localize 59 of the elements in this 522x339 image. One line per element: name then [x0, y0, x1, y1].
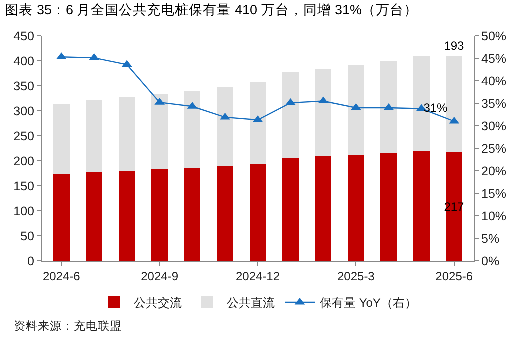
- bar: [217, 88, 234, 166]
- bar: [446, 56, 463, 152]
- y2-tick-label: 5%: [482, 232, 500, 246]
- bar: [348, 155, 364, 261]
- y2-tick-label: 35%: [482, 96, 507, 111]
- y-tick-label: 300: [14, 104, 35, 118]
- y-tick-label: 200: [14, 154, 35, 168]
- bar: [250, 164, 266, 261]
- bar: [152, 94, 168, 170]
- y-tick-label: 0: [28, 254, 35, 268]
- x-tick-label: 2024-9: [141, 269, 179, 284]
- y2-tick-label: 40%: [482, 74, 507, 88]
- y2-tick-label: 20%: [482, 164, 507, 178]
- text: 资料来源：充电联盟: [14, 319, 122, 333]
- x-tick-label: 2025-3: [337, 269, 376, 284]
- point: [220, 112, 230, 120]
- data-label: 193: [444, 39, 465, 53]
- x-tick-label: 2025-6: [436, 269, 474, 284]
- bar: [184, 168, 201, 261]
- data-label: 31%: [424, 100, 448, 115]
- bar: [282, 72, 299, 158]
- y2-tick-label: 25%: [482, 142, 507, 156]
- y-tick-label: 50: [20, 229, 35, 244]
- bar: [53, 104, 70, 174]
- y-tick-label: 450: [14, 29, 35, 44]
- y2-tick-label: 30%: [482, 119, 507, 134]
- bar: [86, 100, 103, 172]
- bar: [315, 156, 332, 261]
- bar: [152, 170, 168, 261]
- bar: [380, 61, 398, 153]
- y2-tick-label: 50%: [482, 29, 507, 44]
- y-tick-label: 150: [14, 179, 35, 194]
- y-tick-label: 400: [14, 54, 35, 68]
- x-tick-label: 2024-6: [42, 269, 81, 284]
- bar: [413, 152, 430, 261]
- y2-tick-label: 45%: [482, 52, 507, 66]
- bar: [380, 153, 398, 261]
- y-tick-label: 350: [14, 79, 35, 94]
- bar: [446, 152, 463, 261]
- y2-tick-label: 10%: [482, 209, 507, 224]
- legend-label: 保有量 YoY（右）: [320, 296, 417, 310]
- bar: [250, 82, 266, 164]
- x-tick-label: 2024-12: [236, 269, 280, 284]
- bar: [118, 171, 136, 261]
- legend-label: 公共交流: [134, 296, 182, 310]
- chart-title: 图表 35：6 月全国公共充电桩保有量 410 万台，同增 31%（万台）: [5, 2, 418, 18]
- y2-tick-label: 15%: [482, 186, 507, 201]
- bar: [282, 158, 299, 261]
- y2-tick-label: 0%: [482, 254, 500, 268]
- bar: [86, 172, 103, 261]
- bar: [348, 66, 364, 155]
- bar: [217, 166, 234, 261]
- bar: [53, 174, 70, 261]
- bar: [184, 92, 201, 168]
- y-tick-label: 250: [14, 129, 35, 144]
- bar: [118, 98, 136, 171]
- y-tick-label: 100: [14, 204, 35, 218]
- bar: [315, 69, 332, 156]
- legend-label: 公共直流: [227, 296, 275, 310]
